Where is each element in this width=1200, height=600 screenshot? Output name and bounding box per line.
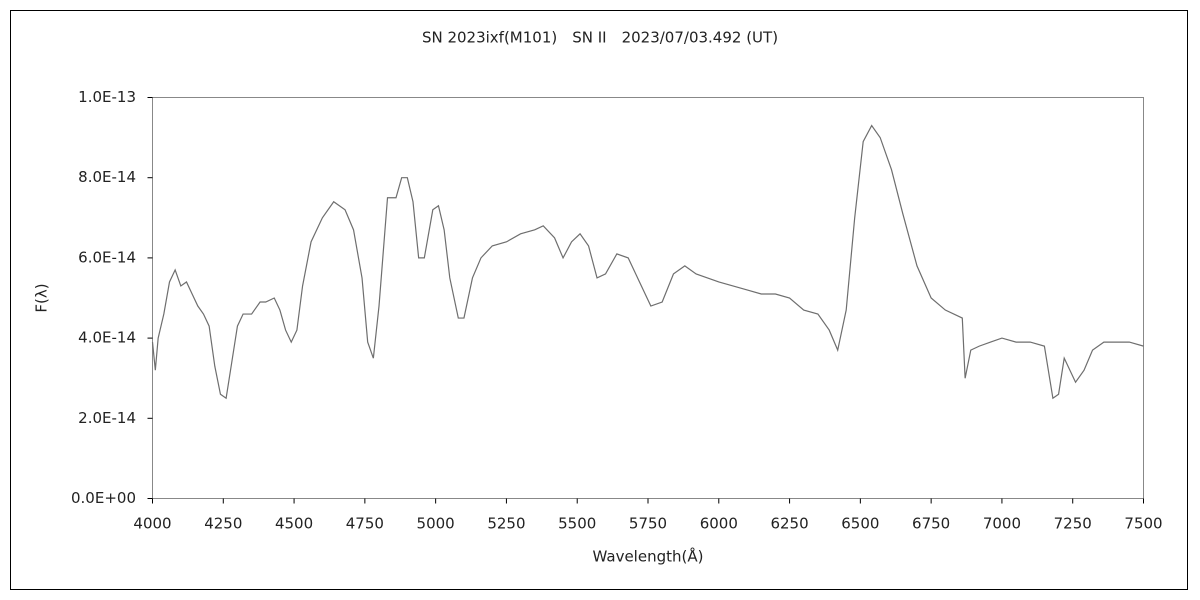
y-tick-label: 4.0E-14 xyxy=(78,329,136,347)
chart-title: SN 2023ixf(M101) SN II 2023/07/03.492 (U… xyxy=(422,29,778,47)
x-tick-label: 5500 xyxy=(558,515,596,533)
x-tick-label: 7250 xyxy=(1054,515,1092,533)
x-tick-label: 5750 xyxy=(629,515,667,533)
x-tick-label: 6500 xyxy=(841,515,879,533)
x-tick-label: 4250 xyxy=(204,515,242,533)
y-axis-label: F(λ) xyxy=(33,283,51,312)
x-tick-label: 5250 xyxy=(487,515,525,533)
y-tick-label: 6.0E-14 xyxy=(78,248,136,266)
x-tick-label: 7000 xyxy=(983,515,1021,533)
y-tick-label: 0.0E+00 xyxy=(71,489,136,507)
x-tick-label: 6750 xyxy=(912,515,950,533)
plot-area xyxy=(152,97,1144,499)
x-tick-label: 5000 xyxy=(417,515,455,533)
x-tick-label: 6000 xyxy=(700,515,738,533)
x-tick-label: 7500 xyxy=(1124,515,1162,533)
x-axis-label: Wavelength(Å) xyxy=(593,547,704,566)
x-tick-label: 4500 xyxy=(275,515,313,533)
y-tick-label: 2.0E-14 xyxy=(78,409,136,427)
x-tick-label: 4000 xyxy=(133,515,171,533)
spectrum-line xyxy=(151,124,1144,400)
y-tick-label: 1.0E-13 xyxy=(78,88,136,106)
x-tick-label: 6250 xyxy=(770,515,808,533)
y-tick-label: 8.0E-14 xyxy=(78,168,136,186)
x-tick-label: 4750 xyxy=(346,515,384,533)
